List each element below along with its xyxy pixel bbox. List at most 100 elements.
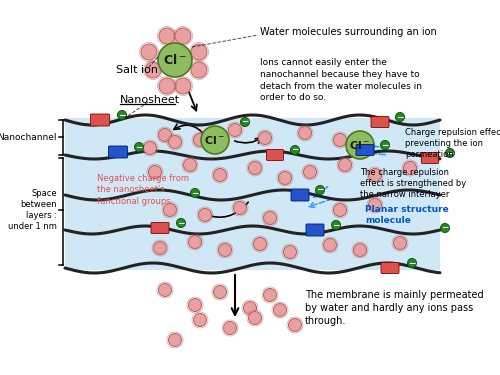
FancyBboxPatch shape	[151, 222, 169, 234]
Circle shape	[118, 111, 126, 120]
Circle shape	[228, 123, 241, 136]
Text: −: −	[408, 258, 416, 267]
Circle shape	[176, 219, 186, 228]
Circle shape	[184, 159, 196, 171]
Circle shape	[194, 314, 206, 327]
FancyBboxPatch shape	[381, 262, 399, 273]
Circle shape	[158, 43, 192, 77]
Circle shape	[159, 28, 175, 44]
Circle shape	[158, 129, 172, 141]
Circle shape	[244, 302, 256, 315]
Text: −: −	[191, 189, 199, 198]
Text: Ions cannot easily enter the
nanochannel because they have to
detach from the wa: Ions cannot easily enter the nanochannel…	[260, 58, 422, 102]
Circle shape	[346, 131, 374, 159]
FancyBboxPatch shape	[291, 189, 309, 201]
Circle shape	[218, 243, 232, 256]
Circle shape	[404, 162, 416, 174]
Circle shape	[298, 126, 312, 140]
Circle shape	[154, 242, 166, 255]
Circle shape	[394, 237, 406, 249]
Text: −: −	[382, 141, 389, 150]
Circle shape	[168, 333, 181, 346]
Text: Cl$^-$: Cl$^-$	[163, 53, 187, 67]
Circle shape	[304, 165, 316, 178]
Circle shape	[258, 132, 272, 144]
Text: −: −	[291, 146, 299, 154]
Circle shape	[188, 236, 202, 249]
Circle shape	[234, 201, 246, 214]
Text: Water molecules surrounding an ion: Water molecules surrounding an ion	[260, 27, 437, 37]
Text: −: −	[118, 111, 126, 120]
Circle shape	[214, 168, 226, 182]
Text: Negative charge from
the nanosheet's
functional groups: Negative charge from the nanosheet's fun…	[97, 174, 189, 206]
Text: The membrane is mainly permeated
by water and hardly any ions pass
through.: The membrane is mainly permeated by wate…	[305, 290, 484, 326]
Circle shape	[396, 112, 404, 122]
FancyBboxPatch shape	[266, 150, 283, 160]
Circle shape	[254, 237, 266, 250]
Circle shape	[175, 78, 191, 94]
Circle shape	[141, 44, 157, 60]
Circle shape	[194, 134, 206, 147]
Circle shape	[368, 168, 382, 182]
Text: Cl$^-$: Cl$^-$	[204, 134, 226, 146]
FancyBboxPatch shape	[65, 118, 440, 270]
Circle shape	[324, 238, 336, 252]
Circle shape	[168, 135, 181, 148]
Circle shape	[240, 117, 250, 126]
Circle shape	[198, 209, 211, 222]
Circle shape	[408, 258, 416, 267]
FancyBboxPatch shape	[422, 153, 438, 164]
FancyBboxPatch shape	[90, 114, 110, 126]
Circle shape	[248, 162, 262, 174]
Text: The charge repulsion
effect is strengthened by
the narrow interlayer: The charge repulsion effect is strengthe…	[360, 168, 466, 199]
Circle shape	[368, 198, 382, 211]
Circle shape	[134, 142, 143, 152]
Circle shape	[158, 284, 172, 297]
Circle shape	[334, 134, 346, 147]
Circle shape	[278, 171, 291, 184]
Circle shape	[190, 189, 200, 198]
FancyBboxPatch shape	[108, 146, 128, 158]
Circle shape	[332, 220, 340, 230]
Circle shape	[201, 126, 229, 154]
FancyBboxPatch shape	[356, 144, 374, 156]
Circle shape	[316, 186, 324, 195]
Circle shape	[145, 62, 161, 78]
Text: −: −	[446, 148, 454, 158]
Text: Space
between
layers :
under 1 nm: Space between layers : under 1 nm	[8, 189, 57, 231]
Circle shape	[159, 78, 175, 94]
Circle shape	[248, 312, 262, 324]
Circle shape	[264, 288, 276, 302]
Text: Cl$^-$: Cl$^-$	[350, 139, 370, 151]
Text: Nanochannel: Nanochannel	[0, 132, 57, 141]
Circle shape	[334, 204, 346, 216]
Text: Nanosheet: Nanosheet	[120, 95, 180, 105]
Text: −: −	[316, 186, 324, 195]
Circle shape	[274, 303, 286, 316]
Circle shape	[288, 318, 302, 332]
Circle shape	[440, 224, 450, 232]
Circle shape	[354, 243, 366, 256]
Circle shape	[224, 321, 236, 334]
Circle shape	[290, 146, 300, 154]
Circle shape	[284, 246, 296, 258]
Circle shape	[191, 44, 207, 60]
Text: −: −	[442, 224, 449, 232]
Text: Salt ion: Salt ion	[116, 65, 158, 75]
Text: Planar structure
molecule: Planar structure molecule	[365, 205, 449, 225]
Circle shape	[338, 159, 351, 171]
Circle shape	[191, 62, 207, 78]
Circle shape	[188, 298, 202, 312]
Circle shape	[144, 141, 156, 154]
Circle shape	[214, 285, 226, 298]
Text: −: −	[332, 220, 340, 230]
Text: Charge repulsion effect
preventing the ion
permeation: Charge repulsion effect preventing the i…	[405, 128, 500, 159]
FancyBboxPatch shape	[306, 224, 324, 236]
Text: −: −	[135, 142, 143, 152]
Circle shape	[148, 165, 162, 178]
Text: −: −	[396, 112, 404, 122]
Circle shape	[446, 148, 454, 158]
Text: −: −	[241, 117, 249, 126]
Circle shape	[175, 28, 191, 44]
Circle shape	[380, 141, 390, 150]
